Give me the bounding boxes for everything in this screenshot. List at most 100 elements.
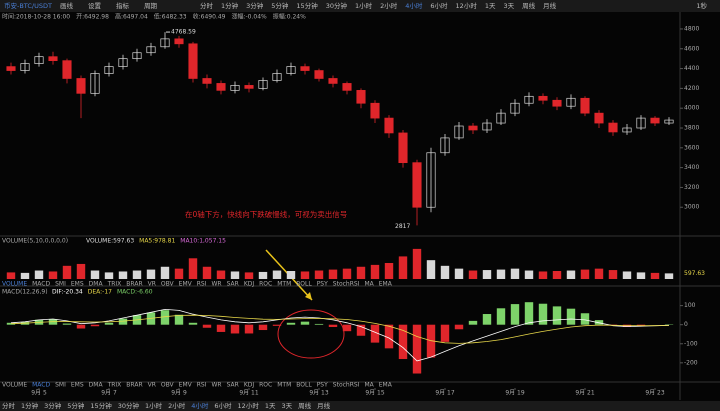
indicator-tab[interactable]: SMI [55,382,66,389]
indicator-tab[interactable]: BRAR [126,382,142,389]
date-label: 9月 13 [309,390,329,397]
period-tab[interactable]: 3天 [503,2,514,10]
bottom-period-tab[interactable]: 6小时 [214,401,232,410]
bottom-period-tab[interactable]: 1小时 [145,401,163,410]
volume-bar [552,271,562,279]
macd-histogram-bar [286,322,296,325]
indicator-tab[interactable]: MA [364,281,374,288]
macd-histogram-bar [76,324,86,329]
indicator-tab[interactable]: ROC [259,382,272,389]
indicator-tab[interactable]: WR [212,382,222,389]
indicator-tab[interactable]: EMA [379,281,393,288]
bottom-period-tab[interactable]: 月线 [317,401,331,410]
tool-button[interactable]: 画线 [60,1,74,10]
indicator-tab[interactable]: BOLL [296,382,312,389]
indicator-tab[interactable]: RSI [197,382,207,389]
indicator-tab[interactable]: ROC [259,281,272,288]
indicator-tab[interactable]: SAR [227,382,239,389]
bottom-period-tab[interactable]: 3天 [281,402,292,410]
indicator-tab[interactable]: OBV [161,281,175,288]
volume-bar [314,270,324,279]
bottom-period-tab[interactable]: 30分钟 [118,401,140,410]
indicator-tab[interactable]: StochRSI [333,382,360,389]
bottom-period-tab[interactable]: 1天 [265,402,276,410]
bottom-period-tab[interactable]: 3分钟 [44,401,62,410]
symbol[interactable]: 币安-BTC/USDT [4,1,52,10]
volume-bar [244,272,254,279]
indicator-tab[interactable]: EMA [379,382,393,389]
bottom-period-tab[interactable]: 分时 [2,401,16,410]
volume-bar [160,266,170,279]
indicator-tab[interactable]: SMI [55,281,66,288]
refresh-rate[interactable]: 1秒 [696,1,707,10]
tool-button[interactable]: 周期 [144,2,158,10]
period-tab[interactable]: 15分钟 [296,1,318,10]
indicator-tab[interactable]: MACD [32,382,50,389]
period-tab[interactable]: 1小时 [355,1,373,10]
volume-title: VOLUME(5,10,0,0,0,0) [2,238,68,245]
date-label: 9月 7 [101,390,117,397]
period-tab[interactable]: 3分钟 [246,1,264,10]
indicator-tab[interactable]: EMS [71,281,84,288]
indicator-tab[interactable]: OBV [161,382,175,389]
price-tick-label: 3400 [684,164,699,171]
indicator-tab[interactable]: PSY [317,382,328,389]
macd-histogram-bar [244,324,254,334]
macd-histogram-bar [384,324,394,349]
indicator-tab[interactable]: VOLUME [2,382,27,389]
period-tab[interactable]: 5分钟 [271,1,289,10]
bottom-period-tab[interactable]: 4小时 [191,401,209,410]
period-tab[interactable]: 月线 [543,1,557,10]
period-tab[interactable]: 2小时 [380,1,398,10]
candle-body [524,95,534,104]
period-tab[interactable]: 30分钟 [326,1,348,10]
indicator-tab[interactable]: DMA [89,281,104,288]
indicator-tab[interactable]: MACD [32,281,50,288]
tool-button[interactable]: 设置 [88,1,102,10]
period-tab[interactable]: 12小时 [456,1,478,10]
bottom-period-tab[interactable]: 2小时 [168,401,186,410]
indicator-tab[interactable]: StochRSI [333,281,360,288]
bottom-period-tab[interactable]: 15分钟 [90,401,112,410]
indicator-tab[interactable]: MTM [277,382,291,389]
indicator-tab[interactable]: EMS [71,382,84,389]
period-tab[interactable]: 周线 [522,1,536,10]
indicator-tab[interactable]: DMA [89,382,104,389]
indicator-tab[interactable]: BRAR [126,281,142,288]
macd-histogram-bar [454,324,464,330]
indicator-tab[interactable]: EMV [179,382,193,389]
highlight-circle [277,309,345,359]
period-tab[interactable]: 1分钟 [221,1,239,10]
indicator-tab[interactable]: KDJ [244,281,255,288]
indicator-tab[interactable]: TRIX [107,382,122,389]
period-tab[interactable]: 6小时 [430,1,448,10]
date-label: 9月 21 [575,390,595,397]
macd-histogram-bar [342,324,352,332]
indicator-tab[interactable]: VOLUME [2,281,27,288]
macd-histogram-bar [202,324,212,328]
period-tab[interactable]: 1天 [485,2,496,10]
date-label: 9月 5 [31,390,47,397]
indicator-tab[interactable]: MA [364,382,374,389]
indicator-tab[interactable]: WR [212,281,222,288]
indicator-tab[interactable]: MTM [277,281,291,288]
bottom-period-tab[interactable]: 周线 [298,401,312,410]
indicator-tab[interactable]: PSY [317,281,328,288]
indicator-tab[interactable]: KDJ [244,382,255,389]
indicator-tab[interactable]: TRIX [107,281,122,288]
bottom-period-tab[interactable]: 12小时 [238,401,260,410]
indicator-tab[interactable]: VR [148,281,156,288]
macd-legend: DIF:-20.34 [52,289,83,296]
indicator-tab[interactable]: RSI [197,281,207,288]
bottom-period-tab[interactable]: 5分钟 [67,401,85,410]
price-tick-label: 3800 [684,125,699,132]
indicator-tab[interactable]: BOLL [296,281,312,288]
volume-bar [90,270,100,279]
indicator-tab[interactable]: VR [148,382,156,389]
tool-button[interactable]: 指标 [116,1,130,10]
bottom-period-tab[interactable]: 1分钟 [21,401,39,410]
indicator-tab[interactable]: EMV [179,281,193,288]
period-tab[interactable]: 4小时 [405,1,423,10]
indicator-tab[interactable]: SAR [227,281,239,288]
period-tab[interactable]: 分时 [200,1,214,10]
